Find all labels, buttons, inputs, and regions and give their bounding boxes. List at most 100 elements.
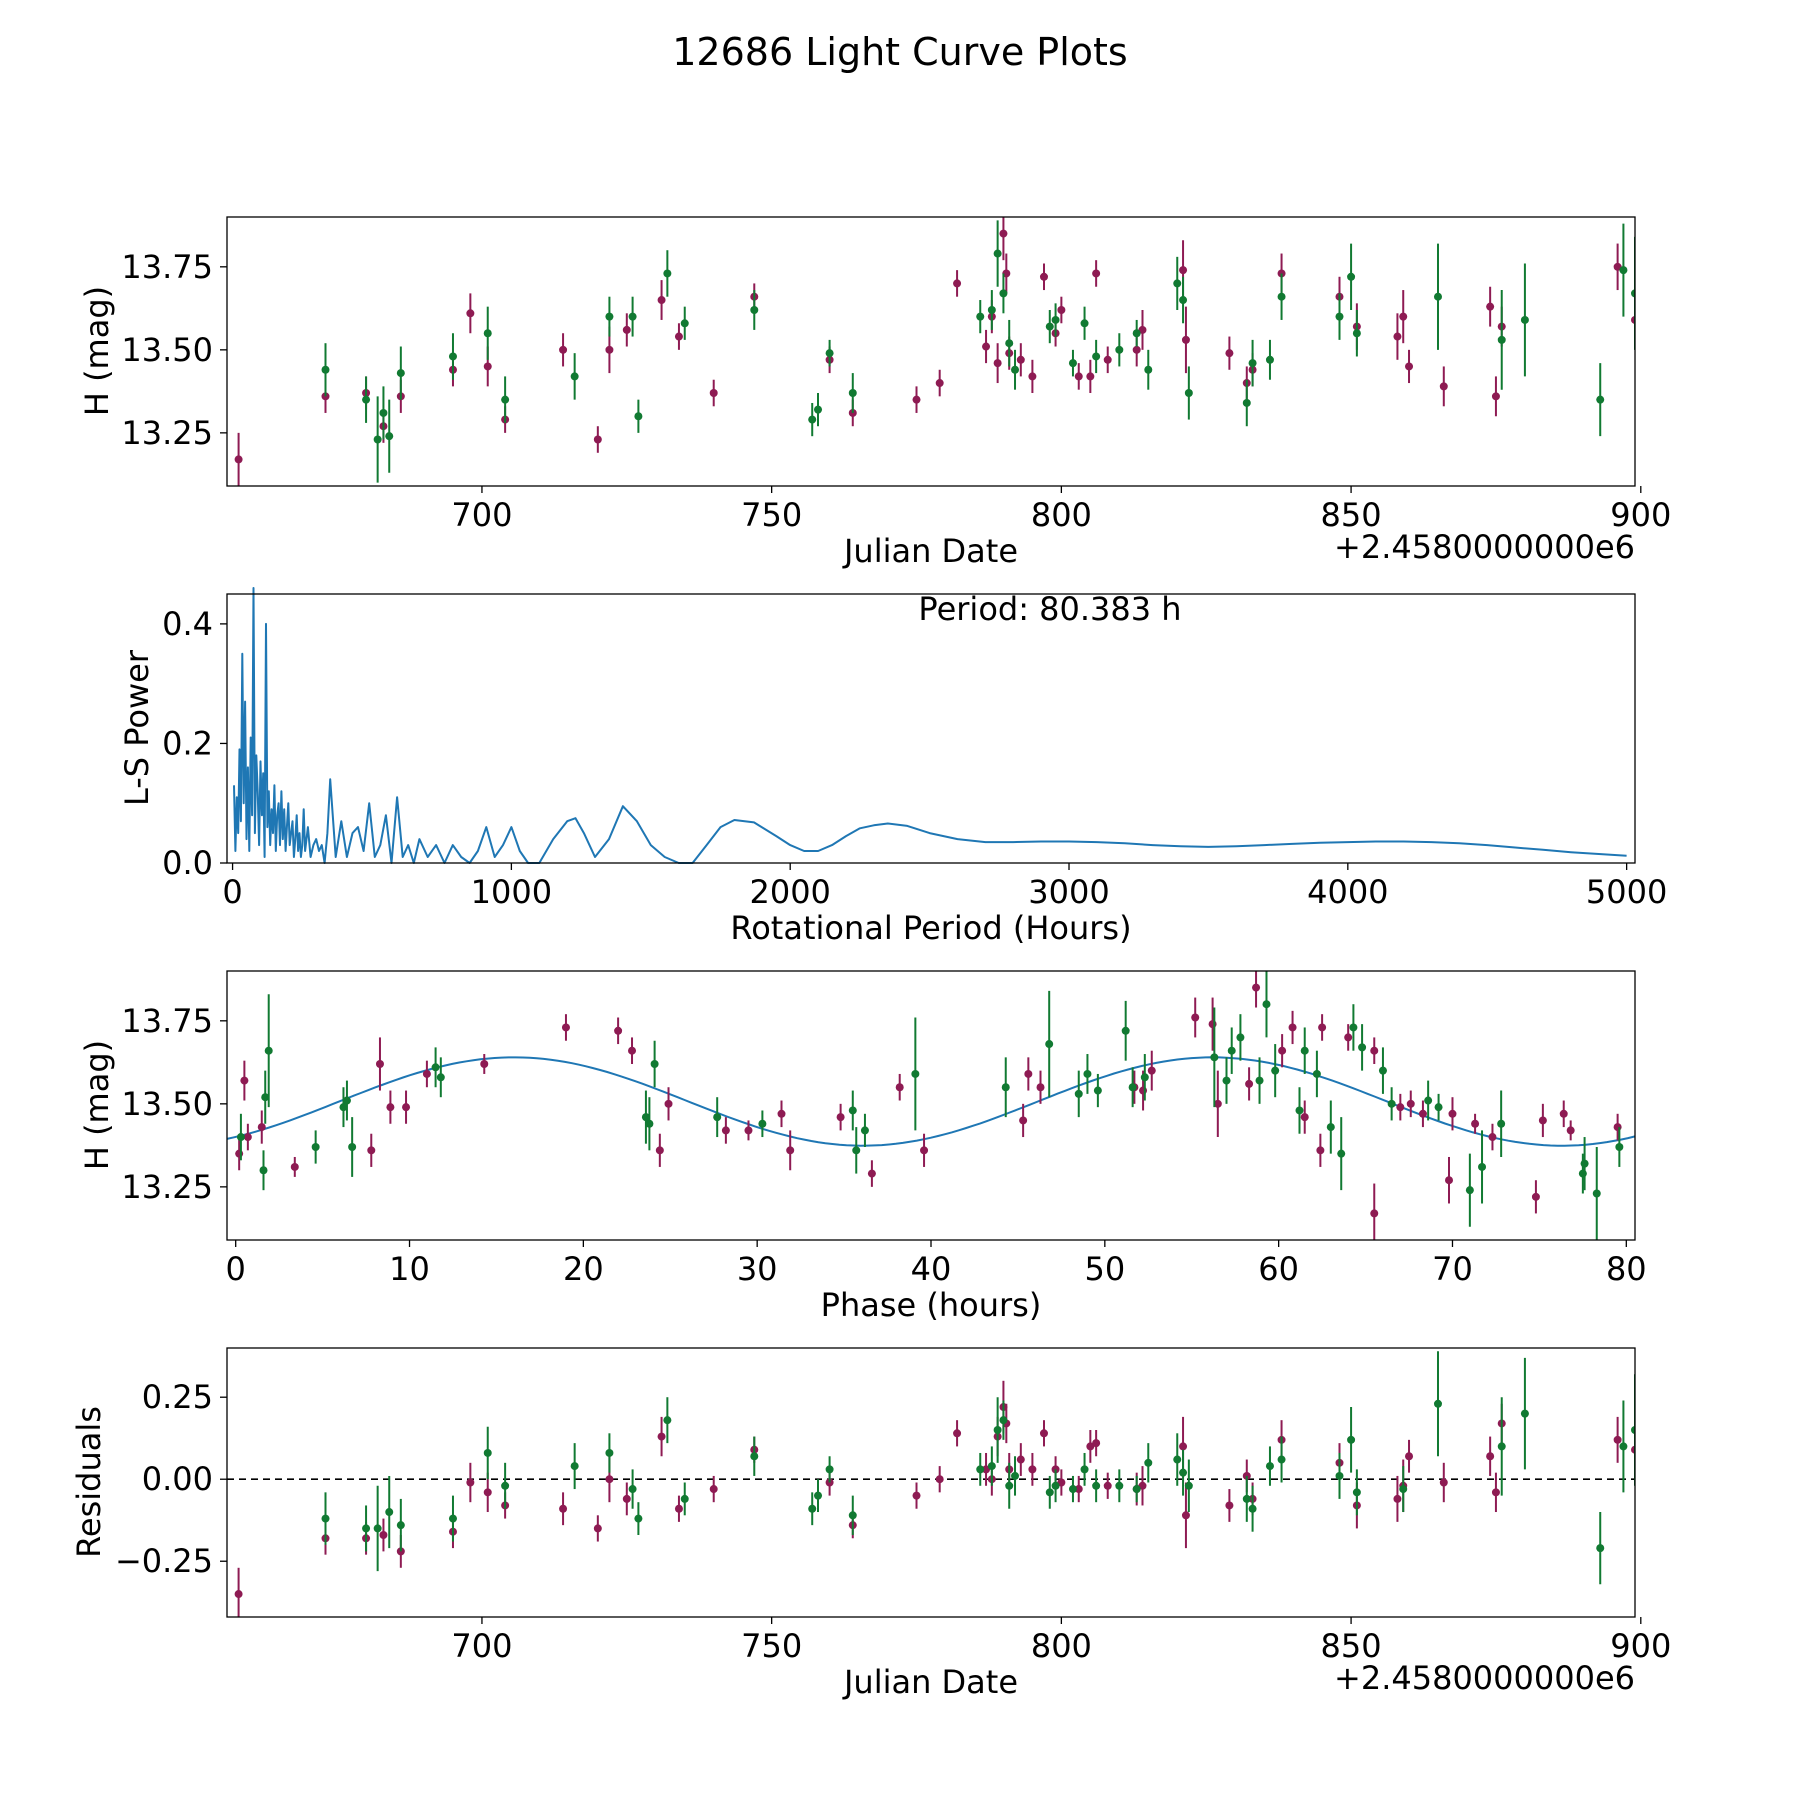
data-point — [1128, 1083, 1137, 1092]
data-point — [483, 1448, 492, 1457]
data-point — [236, 1133, 245, 1142]
data-point — [1184, 1481, 1193, 1490]
data-point — [1387, 1099, 1396, 1108]
x-tick-label: 0 — [222, 873, 242, 911]
data-point — [1349, 1023, 1358, 1032]
data-point — [1045, 1040, 1054, 1049]
data-point — [1028, 372, 1037, 381]
data-point — [777, 1109, 786, 1118]
data-point — [664, 1099, 673, 1108]
data-point — [1295, 1106, 1304, 1115]
data-point — [290, 1162, 299, 1171]
data-point — [1265, 1462, 1274, 1471]
data-point — [1092, 352, 1101, 361]
data-point — [1619, 266, 1628, 275]
data-point — [1497, 335, 1506, 344]
data-point — [1278, 1046, 1287, 1055]
data-point — [1225, 1501, 1234, 1510]
data-point — [1497, 1119, 1506, 1128]
data-point — [744, 1126, 753, 1135]
data-point — [1559, 1109, 1568, 1118]
data-point — [976, 312, 985, 321]
data-point — [1312, 1069, 1321, 1078]
data-point — [1358, 1043, 1367, 1052]
data-point — [348, 1143, 357, 1152]
data-point — [1103, 355, 1112, 364]
data-point — [1173, 1455, 1182, 1464]
data-point — [1434, 1103, 1443, 1112]
periodogram-xlabel: Rotational Period (Hours) — [730, 909, 1131, 947]
data-point — [373, 435, 382, 444]
x-tick-label: 900 — [1610, 496, 1671, 534]
data-point — [1074, 372, 1083, 381]
data-point — [1045, 322, 1054, 331]
data-point — [1288, 1023, 1297, 1032]
data-point — [321, 1514, 330, 1523]
data-point — [622, 325, 631, 334]
y-tick-label: −0.25 — [115, 1542, 213, 1580]
data-point — [264, 1046, 273, 1055]
data-point — [1277, 1455, 1286, 1464]
data-point — [641, 1113, 650, 1122]
data-point — [375, 1059, 384, 1068]
data-point — [786, 1146, 795, 1155]
data-point — [605, 345, 614, 354]
data-point — [1086, 372, 1095, 381]
data-point — [1592, 1189, 1601, 1198]
x-tick-label: 30 — [737, 1250, 778, 1288]
data-point — [663, 269, 672, 278]
data-point — [1057, 305, 1066, 314]
data-point — [1252, 983, 1261, 992]
data-point — [559, 1504, 568, 1513]
data-point — [1036, 1083, 1045, 1092]
x-tick-label: 800 — [1031, 496, 1092, 534]
data-point — [1615, 1143, 1624, 1152]
data-point — [1439, 1478, 1448, 1487]
phased-marks — [226, 971, 1636, 1240]
x-tick-label: 0 — [226, 1250, 246, 1288]
data-point — [825, 1465, 834, 1474]
data-point — [561, 1023, 570, 1032]
data-point — [1080, 1465, 1089, 1474]
data-point — [953, 279, 962, 288]
data-point — [895, 1083, 904, 1092]
data-point — [987, 1462, 996, 1471]
data-point — [1184, 389, 1193, 398]
data-point — [867, 1169, 876, 1178]
y-tick-label: 0.00 — [142, 1460, 213, 1498]
data-point — [385, 1508, 394, 1517]
x-tick-label: 750 — [741, 496, 802, 534]
data-point — [993, 1426, 1002, 1435]
lightcurve-offset-text: +2.4580000000e6 — [1334, 528, 1635, 566]
data-point — [1179, 266, 1188, 275]
x-tick-label: 700 — [451, 1627, 512, 1665]
data-point — [1181, 1511, 1190, 1520]
data-point — [935, 379, 944, 388]
data-point — [1399, 1485, 1408, 1494]
residuals-xlabel: Julian Date — [842, 1663, 1018, 1701]
x-tick-label: 1000 — [471, 873, 552, 911]
data-point — [634, 412, 643, 421]
data-point — [1227, 1046, 1236, 1055]
data-point — [1074, 1089, 1083, 1098]
data-point — [483, 362, 492, 371]
data-point — [674, 1504, 683, 1513]
lightcurve-ylabel: H (mag) — [78, 286, 116, 416]
x-tick-label: 2000 — [749, 873, 830, 911]
data-point — [1277, 292, 1286, 301]
data-point — [935, 1475, 944, 1484]
data-point — [750, 305, 759, 314]
data-point — [1051, 315, 1060, 324]
data-point — [657, 296, 666, 305]
data-point — [1491, 392, 1500, 401]
data-point — [235, 1149, 244, 1158]
data-point — [1578, 1169, 1587, 1178]
x-tick-label: 800 — [1031, 1627, 1092, 1665]
lightcurve-axes: 700 750 800 850 900 13.25 13.50 13.75 — [121, 248, 1671, 534]
lightcurve-marks — [234, 217, 1635, 486]
phased-panel: 0 10 20 30 40 50 60 70 80 13.25 13.50 13.75 Phase (… — [78, 970, 1647, 1324]
data-point — [1093, 1086, 1102, 1095]
data-point — [1370, 1209, 1379, 1218]
data-point — [605, 1475, 614, 1484]
data-point — [1580, 1159, 1589, 1168]
